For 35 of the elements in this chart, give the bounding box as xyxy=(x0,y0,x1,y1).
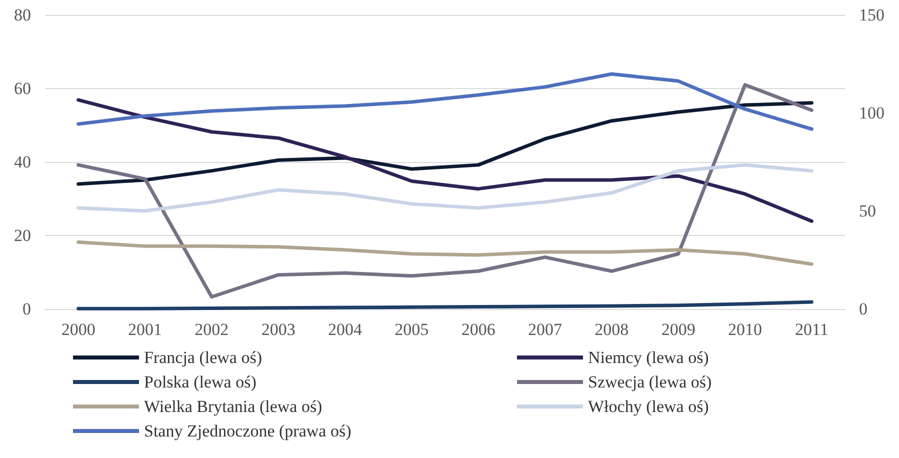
legend-label: Niemcy (lewa oś) xyxy=(588,348,709,367)
y2-tick-label: 50 xyxy=(859,202,876,220)
y-tick-label: 80 xyxy=(14,6,31,24)
legend-label: Wielka Brytania (lewa oś) xyxy=(144,397,322,416)
x-tick-label: 2004 xyxy=(328,320,362,339)
y2-tick-label: 150 xyxy=(859,6,884,24)
line-series xyxy=(76,101,814,186)
x-tick-label: 2011 xyxy=(794,320,828,339)
y2-tick-label: 100 xyxy=(859,104,884,122)
y-tick-label: 60 xyxy=(14,79,31,98)
line-series xyxy=(76,240,814,266)
x-tick-label: 2006 xyxy=(461,320,496,339)
x-tick-label: 2003 xyxy=(261,320,296,339)
y-tick-label: 40 xyxy=(14,152,31,172)
line-series xyxy=(76,98,814,223)
x-tick-label: 2000 xyxy=(61,320,96,339)
x-tick-label: 2005 xyxy=(394,320,429,339)
x-tick-label: 2001 xyxy=(128,320,162,339)
legend-label: Włochy (lewa oś) xyxy=(588,397,709,416)
y-tick-label: 0 xyxy=(22,300,31,318)
line-series xyxy=(76,72,814,131)
x-tick-label: 2007 xyxy=(528,320,562,339)
x-tick-label: 2008 xyxy=(594,320,629,339)
line-series xyxy=(76,300,814,310)
legend-label: Szwecja (lewa oś) xyxy=(588,372,712,392)
y-tick-label: 20 xyxy=(14,226,31,245)
y2-tick-label: 0 xyxy=(859,300,868,318)
x-tick-label: 2009 xyxy=(661,320,696,339)
x-tick-label: 2010 xyxy=(728,320,762,339)
line-series xyxy=(76,163,814,213)
legend-label: Stany Zjednoczone (prawa oś) xyxy=(144,422,352,440)
legend-label: Polska (lewa oś) xyxy=(144,372,256,392)
legend-label: Francja (lewa oś) xyxy=(144,348,262,367)
line-series xyxy=(76,83,814,299)
x-tick-label: 2002 xyxy=(194,320,229,339)
